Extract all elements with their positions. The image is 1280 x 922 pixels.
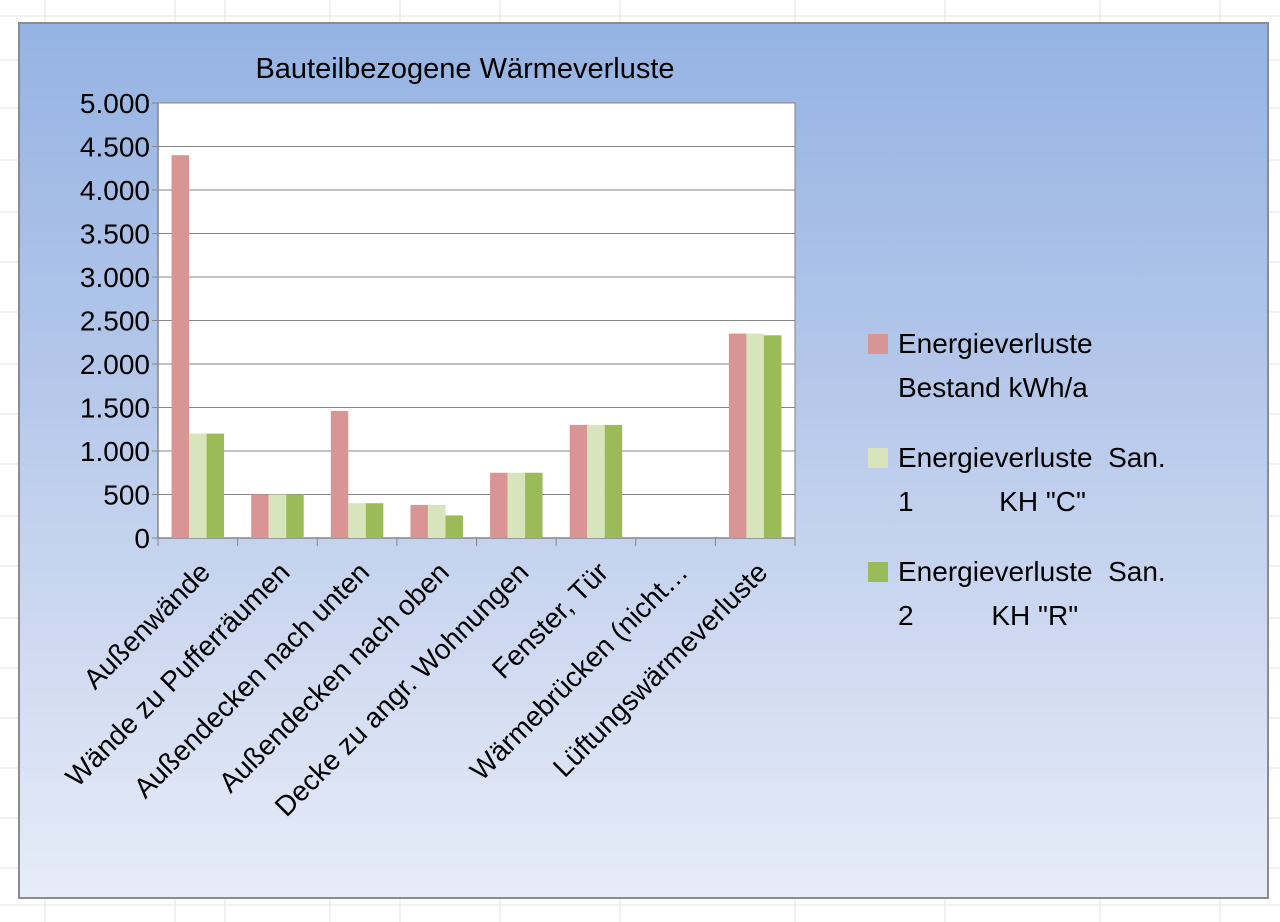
legend-swatch-series-2 — [868, 448, 888, 468]
bar-series-2 — [348, 503, 366, 538]
y-tick-label: 4.000 — [80, 175, 150, 206]
bar-series-1 — [728, 333, 747, 538]
bar-series-3 — [445, 515, 463, 538]
legend-label-series-2-line-1: Energieverluste San. — [898, 442, 1166, 473]
bar-series-1 — [251, 494, 269, 538]
legend-label-series-1-line-2: Bestand kWh/a — [898, 372, 1088, 403]
legend-swatch-series-1 — [868, 334, 888, 354]
bar-series-2 — [507, 472, 526, 538]
legend: Energieverluste Bestand kWh/a Energiever… — [868, 322, 1228, 664]
y-tick-label: 3.500 — [80, 219, 150, 250]
bar-series-1 — [490, 472, 508, 538]
y-tick-label: 2.000 — [80, 349, 150, 380]
legend-item-series-1: Energieverluste Bestand kWh/a — [868, 322, 1228, 410]
y-tick-label: 5.000 — [80, 88, 150, 119]
bar-series-1 — [569, 424, 588, 538]
bar-series-3 — [604, 424, 623, 538]
bar-series-2 — [268, 494, 287, 538]
bar-series-3 — [206, 433, 225, 538]
y-tick-label: 0 — [134, 523, 150, 554]
bar-series-2 — [587, 424, 605, 538]
bar-series-1 — [330, 410, 349, 538]
plot-area: 0 500 1.000 1.500 2.000 2.500 3.000 3.500 4.000 4… — [60, 88, 796, 822]
legend-label-series-3-line-2: 2 KH "R" — [898, 600, 1079, 631]
y-tick-label: 1.000 — [80, 436, 150, 467]
bar-series-3 — [525, 472, 543, 538]
bar-series-3 — [286, 494, 304, 538]
legend-label-series-2-line-2: 1 KH "C" — [898, 486, 1086, 517]
bar-series-1 — [171, 155, 190, 538]
bar-series-3 — [365, 503, 384, 538]
y-tick-label: 3.000 — [80, 262, 150, 293]
y-tick-label: 2.500 — [80, 306, 150, 337]
legend-item-series-2: Energieverluste San. 1 KH "C" — [868, 436, 1228, 524]
legend-item-series-3: Energieverluste San. 2 KH "R" — [868, 550, 1228, 638]
legend-swatch-series-3 — [868, 562, 888, 582]
bar-series-1 — [410, 504, 428, 538]
y-tick-label: 4.500 — [80, 132, 150, 163]
legend-label-series-1-line-1: Energieverluste — [898, 328, 1093, 359]
bar-series-2 — [189, 433, 207, 538]
y-tick-label: 1.500 — [80, 393, 150, 424]
chart-title: Bauteilbezogene Wärmeverluste — [255, 53, 674, 85]
bar-series-2 — [746, 333, 764, 538]
legend-label-series-3-line-1: Energieverluste San. — [898, 556, 1166, 587]
bar-series-2 — [427, 504, 446, 538]
bar-series-3 — [763, 335, 782, 538]
y-tick-label: 500 — [103, 480, 150, 511]
